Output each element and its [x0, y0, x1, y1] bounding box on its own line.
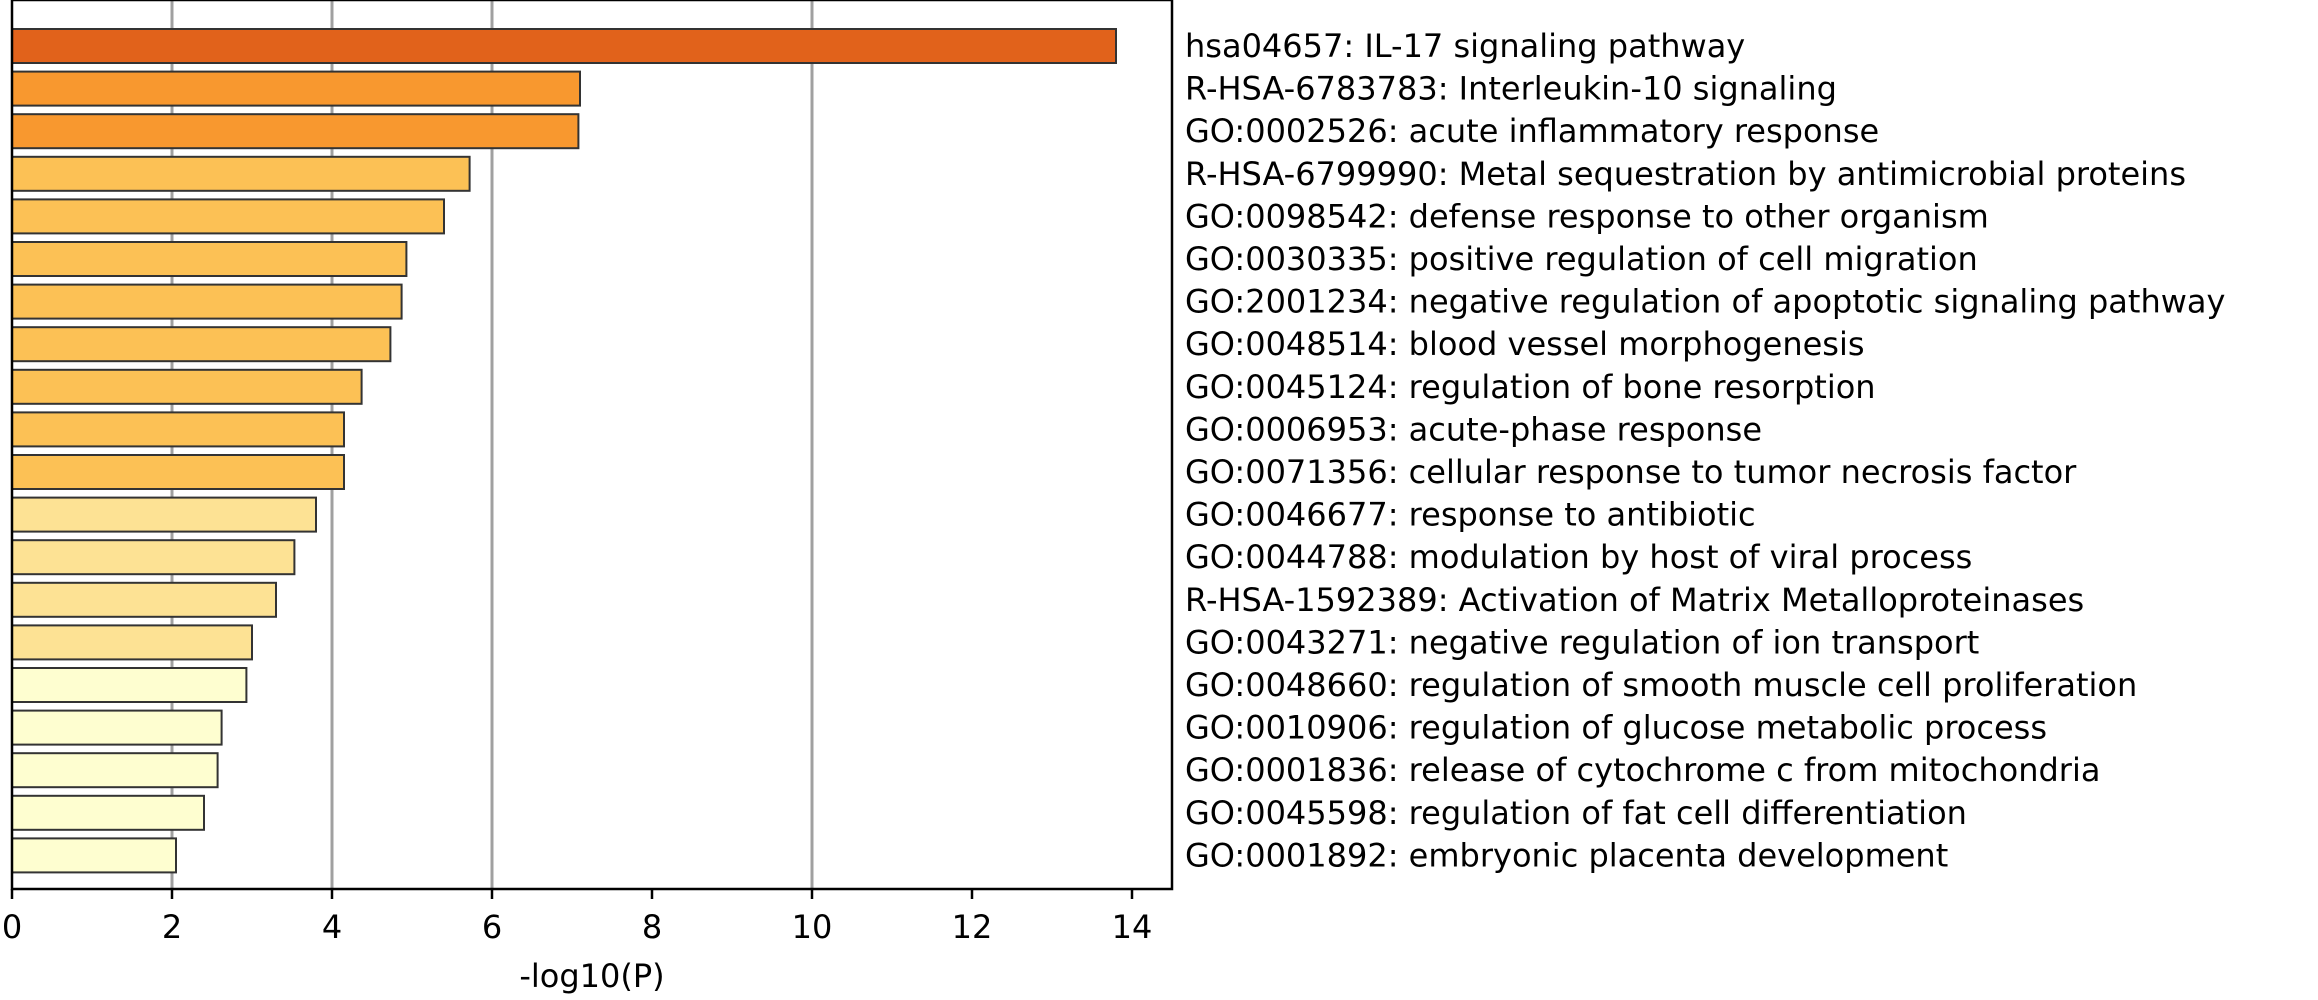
bar	[11, 198, 445, 235]
bar	[11, 241, 408, 277]
x-tick-label: 14	[1112, 908, 1153, 946]
category-labels: hsa04657: IL-17 signaling pathway R-HSA-6…	[1185, 27, 2225, 874]
category-label: GO:0002526: acute inflammatory response	[1185, 112, 1879, 150]
bar	[11, 70, 581, 107]
category-label: GO:2001234: negative regulation of apopt…	[1185, 283, 2225, 321]
bar	[11, 581, 277, 618]
bar	[11, 709, 223, 746]
bars	[11, 28, 1117, 874]
category-label: GO:0044788: modulation by host of viral …	[1185, 538, 1972, 576]
category-label: GO:0098542: defense response to other or…	[1185, 197, 1989, 235]
category-label: hsa04657: IL-17 signaling pathway	[1185, 27, 1745, 65]
category-label: GO:0045124: regulation of bone resorptio…	[1185, 368, 1876, 406]
bar	[11, 155, 471, 192]
category-label: GO:0006953: acute-phase response	[1185, 410, 1762, 448]
category-label: GO:0030335: positive regulation of cell …	[1185, 240, 1978, 278]
x-tick-label: 12	[952, 908, 993, 946]
category-label: GO:0001836: release of cytochrome c from…	[1185, 751, 2100, 789]
category-label: GO:0071356: cellular response to tumor n…	[1185, 453, 2077, 491]
category-label: GO:0001892: embryonic placenta developme…	[1185, 836, 1948, 874]
x-tick-label: 6	[482, 908, 502, 946]
bar	[11, 411, 345, 448]
category-label: R-HSA-6783783: Interleukin-10 signaling	[1185, 70, 1837, 108]
category-label: GO:0043271: negative regulation of ion t…	[1185, 623, 1979, 661]
bar	[11, 454, 345, 490]
bar	[11, 326, 392, 363]
bar	[11, 368, 363, 405]
category-label: GO:0046677: response to antibiotic	[1185, 496, 1756, 534]
x-tick-label: 10	[792, 908, 833, 946]
x-tick-label: 4	[322, 908, 342, 946]
bar	[11, 283, 403, 320]
category-label: R-HSA-6799990: Metal sequestration by an…	[1185, 155, 2186, 193]
x-tick-label: 0	[2, 908, 22, 946]
x-axis-title: -log10(P)	[519, 957, 664, 995]
x-tick-label: 2	[162, 908, 182, 946]
category-label: GO:0010906: regulation of glucose metabo…	[1185, 709, 2047, 747]
category-label: GO:0045598: regulation of fat cell diffe…	[1185, 794, 1967, 832]
bar	[11, 794, 205, 831]
category-label: R-HSA-1592389: Activation of Matrix Meta…	[1185, 581, 2084, 619]
category-label: GO:0048514: blood vessel morphogenesis	[1185, 325, 1865, 363]
x-tick-label: 8	[642, 908, 662, 946]
bar	[11, 28, 1117, 64]
bar	[11, 624, 253, 661]
plot-frame	[10, 0, 1174, 891]
bar	[11, 539, 296, 576]
category-label: GO:0048660: regulation of smooth muscle …	[1185, 666, 2137, 704]
bar	[11, 113, 580, 150]
bar	[11, 837, 177, 874]
x-axis: 0 2 4 6 8 10 12 14	[2, 0, 1174, 946]
bar	[11, 496, 317, 533]
bar	[11, 667, 248, 703]
bar	[11, 752, 219, 789]
